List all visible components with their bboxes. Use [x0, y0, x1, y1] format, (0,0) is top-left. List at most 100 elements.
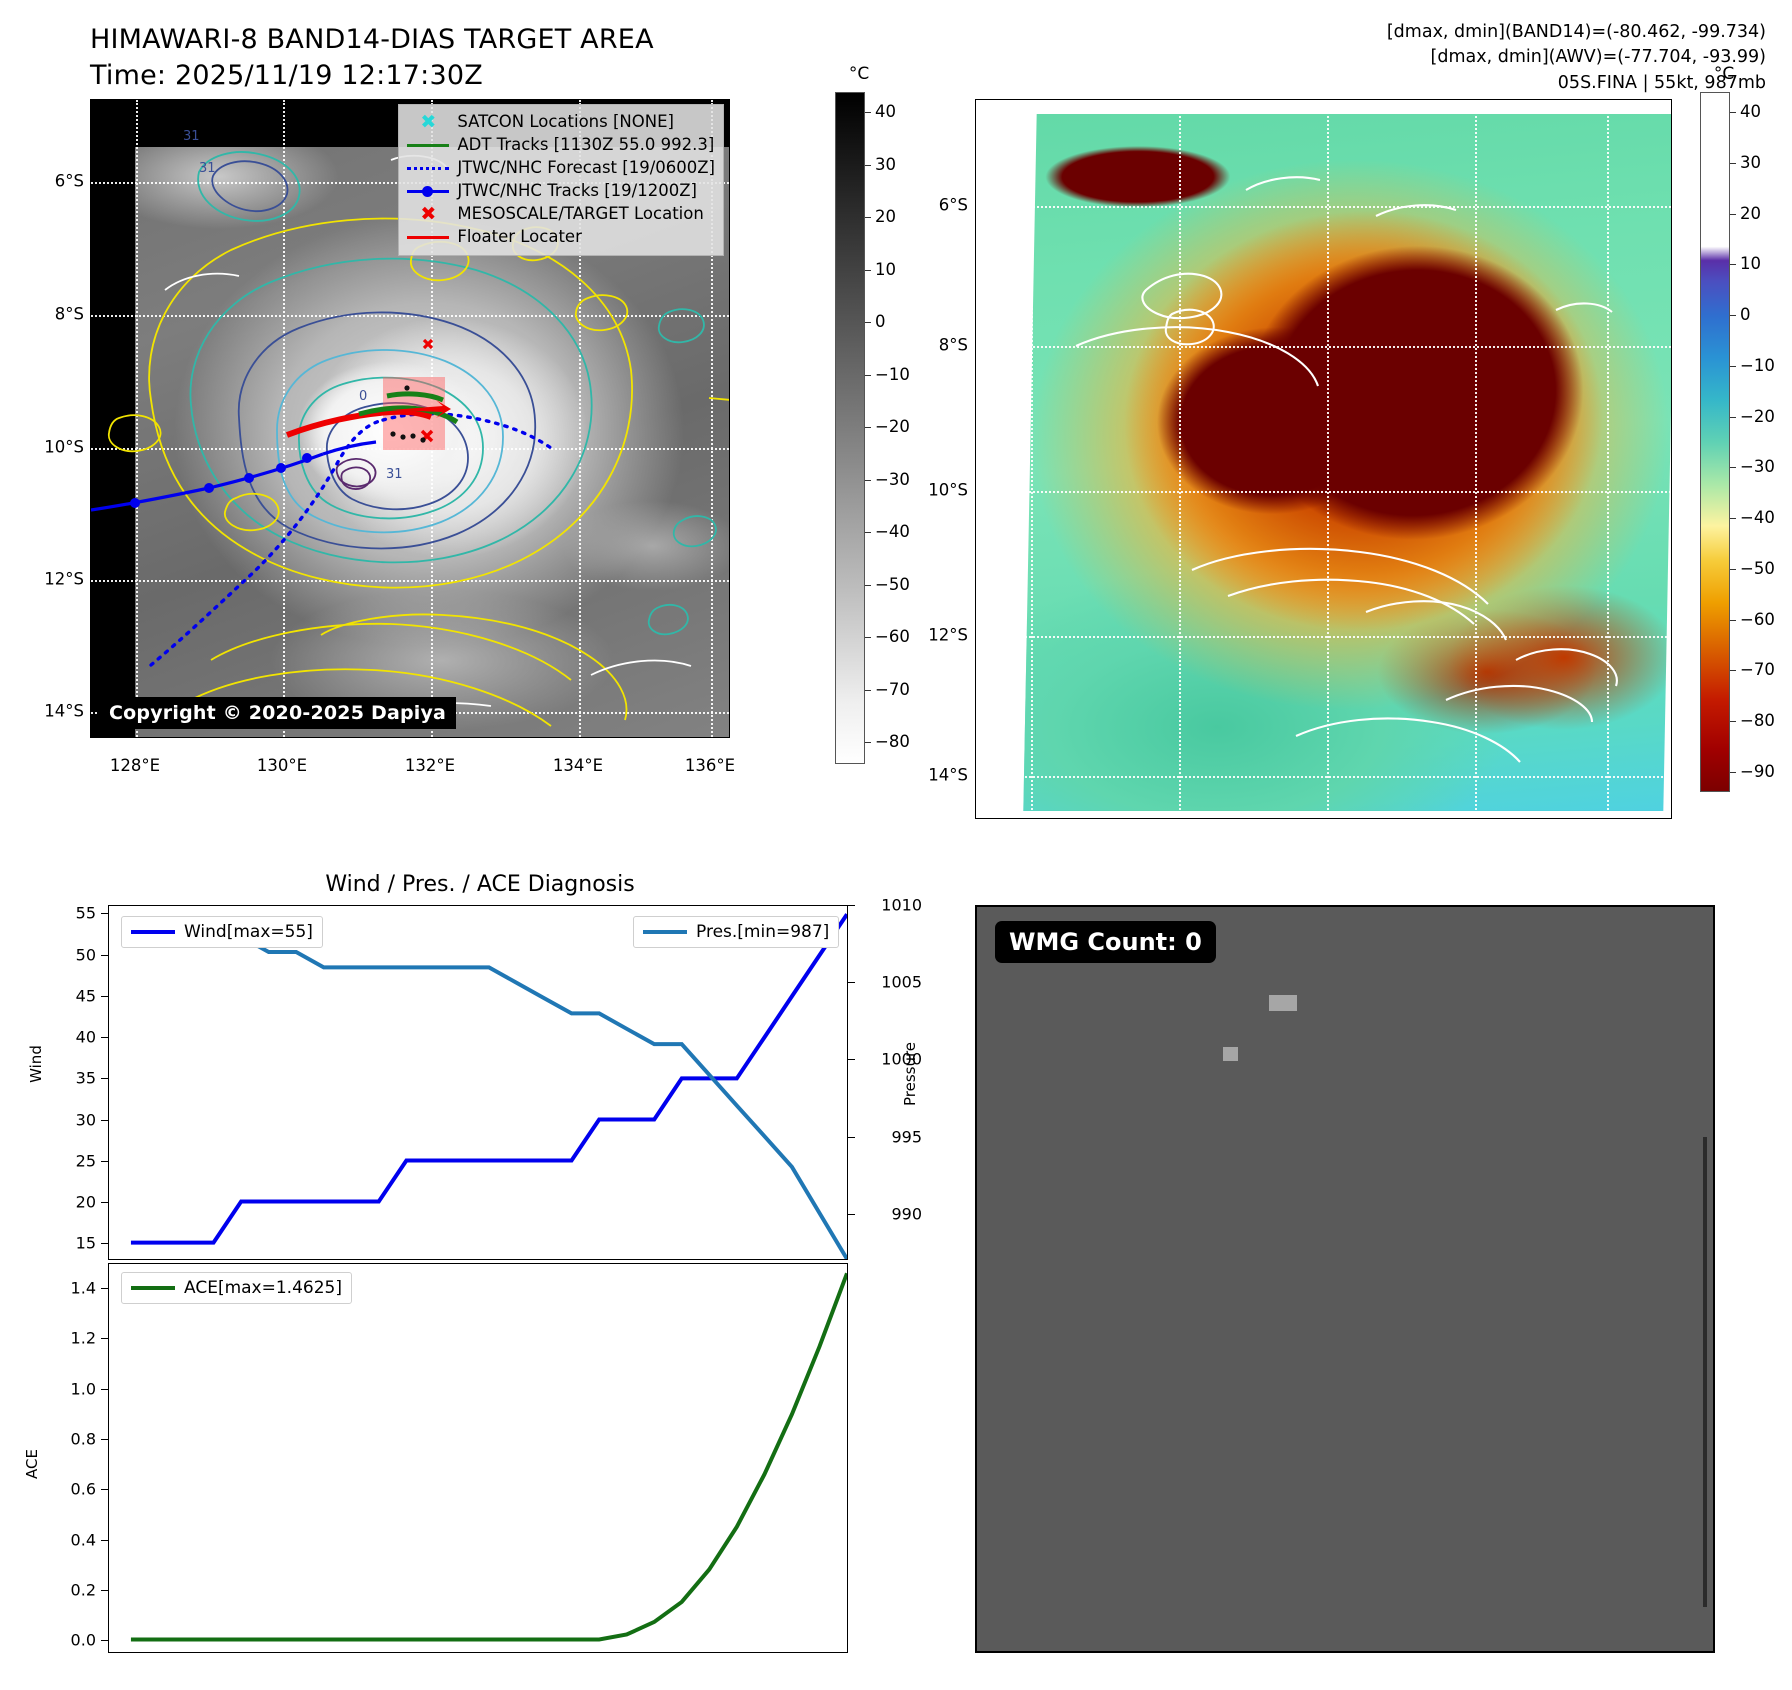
legend-label: JTWC/NHC Tracks [19/1200Z] — [457, 181, 697, 201]
y-axis-tick-mark — [101, 1439, 108, 1441]
forecast-dotted-icon — [405, 167, 451, 170]
ir-legend[interactable]: ✖ SATCON Locations [NONE] ADT Tracks [11… — [398, 104, 724, 256]
awv-colorbar[interactable]: °C 40 30 20 10 0 −10 −20 −30 −40 −50 −60 −70 −80 −90 — [1700, 60, 1792, 792]
legend-label: Floater Locater — [457, 227, 582, 247]
wind-legend[interactable]: Wind[max=55] — [121, 916, 323, 948]
y-axis-tick-label: 1.0 — [70, 1379, 96, 1399]
legend-item-floater[interactable]: Floater Locater — [405, 226, 715, 249]
gray-colorbar-units: °C — [848, 64, 870, 84]
legend-item-mesoscale[interactable]: ✖ MESOSCALE/TARGET Location — [405, 203, 715, 226]
colorbar-tick-mark — [1730, 467, 1736, 469]
ace-axis-title: ACE — [23, 1449, 41, 1479]
colorbar-tick-label: 10 — [1740, 254, 1761, 274]
awv-gridline-lat-6s — [976, 206, 1671, 208]
legend-label: MESOSCALE/TARGET Location — [457, 204, 704, 224]
ir-track-overlay — [91, 338, 553, 667]
colorbar-tick-mark — [1730, 772, 1736, 773]
awv-lat-14s: 14°S — [928, 765, 968, 785]
y-axis-tick-mark — [101, 1489, 108, 1491]
wind-pres-ace-title: Wind / Pres. / ACE Diagnosis — [325, 872, 635, 897]
y-axis-tick-label: 990 — [891, 1204, 922, 1224]
y-axis-tick-mark — [101, 1078, 108, 1080]
floater-locater-line — [285, 408, 433, 438]
colorbar-tick-mark — [865, 689, 871, 691]
y-axis-tick-mark — [101, 954, 108, 956]
dmax-dmin-band14: [dmax, dmin](BAND14)=(-80.462, -99.734) — [1386, 22, 1766, 42]
pressure-axis-title: Pressure — [901, 1041, 919, 1107]
ir-satellite-panel[interactable]: 31 31 0 31 — [90, 99, 730, 738]
colorbar-tick-label: −20 — [875, 417, 910, 436]
awv-satellite-panel[interactable] — [975, 99, 1672, 819]
legend-item-tracks[interactable]: JTWC/NHC Tracks [19/1200Z] — [405, 180, 715, 203]
colorbar-tick-label: −70 — [875, 679, 910, 699]
legend-item-adt[interactable]: ADT Tracks [1130Z 55.0 992.3] — [405, 134, 715, 157]
ir-gridline-lat-10s — [91, 448, 729, 450]
colorbar-tick-label: −60 — [875, 627, 910, 646]
colorbar-tick-label: 0 — [1740, 305, 1751, 325]
y-axis-tick-label: 995 — [891, 1127, 922, 1147]
awv-gridline-lon-132e — [1327, 100, 1329, 818]
legend-item-satcon[interactable]: ✖ SATCON Locations [NONE] — [405, 111, 715, 134]
colorbar-tick-label: 40 — [1740, 102, 1761, 121]
title-line-2: Time: 2025/11/19 12:17:30Z — [90, 60, 483, 92]
legend-label: ADT Tracks [1130Z 55.0 992.3] — [457, 135, 715, 155]
colorbar-tick-mark — [1730, 365, 1736, 367]
ace-legend[interactable]: ACE[max=1.4625] — [121, 1272, 352, 1304]
ir-contour-label: 31 — [183, 129, 200, 144]
ir-contour-overlay: 31 31 0 31 — [108, 129, 729, 727]
y-axis-tick-label: 0.8 — [70, 1429, 96, 1449]
colorbar-tick-mark — [1730, 315, 1736, 317]
wind-pressure-chart[interactable]: Wind[max=55] Pres.[min=987] — [108, 905, 848, 1260]
colorbar-tick-mark — [1730, 518, 1736, 520]
wind-legend-label: Wind[max=55] — [184, 922, 313, 942]
gray-colorbar[interactable]: °C 40 30 20 10 0 −10 −20 −30 −40 −50 −60 −70 −80 — [835, 60, 955, 764]
awv-gridline-lon-128e — [1031, 100, 1033, 818]
ir-lon-134e: 134°E — [552, 756, 604, 775]
colorbar-tick-label: 30 — [1740, 152, 1761, 172]
colorbar-tick-label: −40 — [1740, 508, 1775, 528]
colorbar-tick-mark — [1730, 213, 1736, 215]
colorbar-tick-label: −50 — [1740, 558, 1775, 578]
y-axis-tick-label: 25 — [75, 1151, 96, 1171]
colorbar-tick-mark — [865, 427, 871, 428]
storm-summary: 05S.FINA | 55kt, 987mb — [1557, 72, 1766, 93]
wmg-panel[interactable]: WMG Count: 0 — [975, 905, 1715, 1653]
colorbar-tick-mark — [865, 742, 871, 743]
satcon-x-icon: ✖ — [420, 111, 437, 133]
pressure-legend[interactable]: Pres.[min=987] — [633, 916, 840, 948]
ace-chart[interactable]: ACE[max=1.4625] — [108, 1263, 848, 1653]
wmg-artifact — [1269, 995, 1297, 1011]
page-title: HIMAWARI-8 BAND14-DIAS TARGET AREA Time:… — [90, 22, 654, 95]
copyright-notice: Copyright © 2020-2025 Dapiya — [99, 697, 457, 729]
header-metadata: [dmax, dmin](BAND14)=(-80.462, -99.734) … — [1387, 20, 1766, 96]
awv-gridline-lat-8s — [976, 346, 1671, 348]
dmax-dmin-awv: [dmax, dmin](AWV)=(-77.704, -93.99) — [1430, 47, 1766, 68]
y-axis-tick-mark — [848, 905, 855, 906]
colorbar-tick-label: −30 — [1740, 457, 1775, 477]
y-axis-tick-mark — [101, 1388, 108, 1390]
colorbar-tick-mark — [1730, 568, 1736, 570]
target-points — [390, 385, 426, 443]
ir-lat-10s: 10°S — [44, 437, 84, 457]
colorbar-tick-mark — [865, 322, 871, 323]
y-axis-tick-mark — [101, 913, 108, 915]
colorbar-tick-mark — [865, 479, 871, 481]
colorbar-tick-mark — [865, 269, 871, 271]
ir-lat-6s: 6°S — [54, 171, 84, 191]
ir-contour-label: 31 — [199, 161, 216, 176]
jtwc-track-point — [302, 453, 312, 463]
awv-gridline-lat-14s — [976, 776, 1671, 778]
y-axis-tick-label: 30 — [75, 1110, 96, 1130]
jtwc-track-line — [91, 452, 324, 512]
colorbar-tick-label: −40 — [875, 522, 910, 541]
ir-gridline-lon-130e — [283, 100, 285, 737]
awv-gridline-lon-134e — [1475, 100, 1477, 818]
y-axis-tick-mark — [101, 1037, 108, 1039]
colorbar-tick-label: 10 — [875, 259, 896, 279]
track-line-dot-icon — [405, 185, 451, 197]
colorbar-tick-label: −60 — [1740, 609, 1775, 629]
legend-item-forecast[interactable]: JTWC/NHC Forecast [19/0600Z] — [405, 157, 715, 180]
colorbar-tick-mark — [1730, 721, 1736, 723]
colorbar-tick-label: −30 — [875, 469, 910, 489]
wmg-count-badge: WMG Count: 0 — [995, 921, 1216, 963]
